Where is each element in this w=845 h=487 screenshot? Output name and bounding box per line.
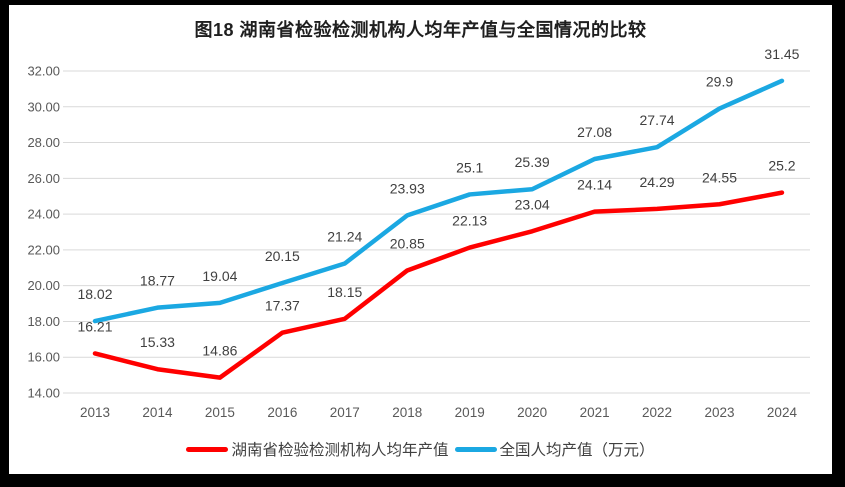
legend-label-hunan: 湖南省检验检测机构人均年产值	[231, 442, 449, 459]
data-label: 18.02	[77, 286, 112, 302]
y-axis-tick-label: 16.00	[27, 350, 60, 365]
x-axis-tick-label: 2016	[267, 405, 297, 420]
data-label: 24.29	[640, 174, 675, 190]
data-label: 18.15	[327, 284, 362, 300]
x-axis-tick-label: 2020	[517, 405, 547, 420]
data-label: 15.33	[140, 334, 175, 350]
data-label: 19.04	[202, 268, 237, 284]
data-label: 22.13	[452, 213, 487, 229]
x-axis-tick-label: 2019	[455, 405, 485, 420]
legend-swatch-hunan-red-line	[186, 446, 229, 452]
x-axis-tick-label: 2018	[392, 405, 422, 420]
data-label: 18.77	[140, 273, 175, 289]
data-label: 25.39	[515, 154, 550, 170]
y-axis-tick-label: 18.00	[27, 314, 60, 329]
series-line-1	[92, 78, 785, 324]
chart-title: 图18 湖南省检验检测机构人均年产值与全国情况的比较	[194, 20, 647, 40]
y-axis-tick-label: 24.00	[27, 207, 60, 222]
y-axis-tick-label: 32.00	[27, 63, 60, 78]
x-axis-tick-label: 2017	[330, 405, 360, 420]
data-label: 16.21	[77, 318, 112, 334]
data-label: 29.9	[706, 74, 733, 90]
data-label: 23.93	[390, 180, 425, 196]
y-axis-tick-label: 20.00	[27, 278, 60, 293]
data-label: 24.14	[577, 177, 612, 193]
y-axis-tick-label: 14.00	[27, 386, 60, 401]
data-label: 27.08	[577, 124, 612, 140]
chart-legend: 湖南省检验检测机构人均年产值 全国人均产值（万元）	[9, 438, 832, 460]
data-label: 24.55	[702, 169, 737, 185]
series-line-0	[92, 190, 785, 380]
x-axis-tick-label: 2021	[580, 405, 610, 420]
legend-label-national: 全国人均产值（万元）	[499, 442, 655, 459]
x-axis-tick-label: 2014	[142, 405, 173, 420]
legend-item-hunan: 湖南省检验检测机构人均年产值	[186, 438, 449, 460]
x-axis-tick-label: 2015	[205, 405, 235, 420]
line-chart-plot-area: 14.00 16.00 18.00 20.00 22.00 24.00 26.00 28.00…	[27, 46, 810, 420]
x-axis-tick-label: 2013	[80, 405, 110, 420]
data-label: 27.74	[640, 112, 675, 128]
y-axis-tick-label: 26.00	[27, 171, 60, 186]
x-axis-tick-label: 2022	[642, 405, 672, 420]
data-label: 31.45	[764, 46, 799, 62]
data-label: 21.24	[327, 228, 362, 244]
data-label: 17.37	[265, 298, 300, 314]
x-axis-tick-label: 2023	[704, 405, 734, 420]
data-label: 20.15	[265, 248, 300, 264]
y-axis-tick-label: 28.00	[27, 135, 60, 150]
data-label: 23.04	[515, 196, 550, 212]
data-label: 14.86	[202, 343, 237, 359]
y-axis-tick-label: 30.00	[27, 99, 60, 114]
legend-item-national: 全国人均产值（万元）	[454, 438, 655, 460]
y-axis-tick-label: 22.00	[27, 242, 60, 257]
legend-swatch-national-blue-line	[454, 446, 497, 452]
data-label: 20.85	[390, 235, 425, 251]
data-label: 25.2	[768, 158, 795, 174]
data-label: 25.1	[456, 159, 483, 175]
x-axis-tick-label: 2024	[767, 405, 798, 420]
